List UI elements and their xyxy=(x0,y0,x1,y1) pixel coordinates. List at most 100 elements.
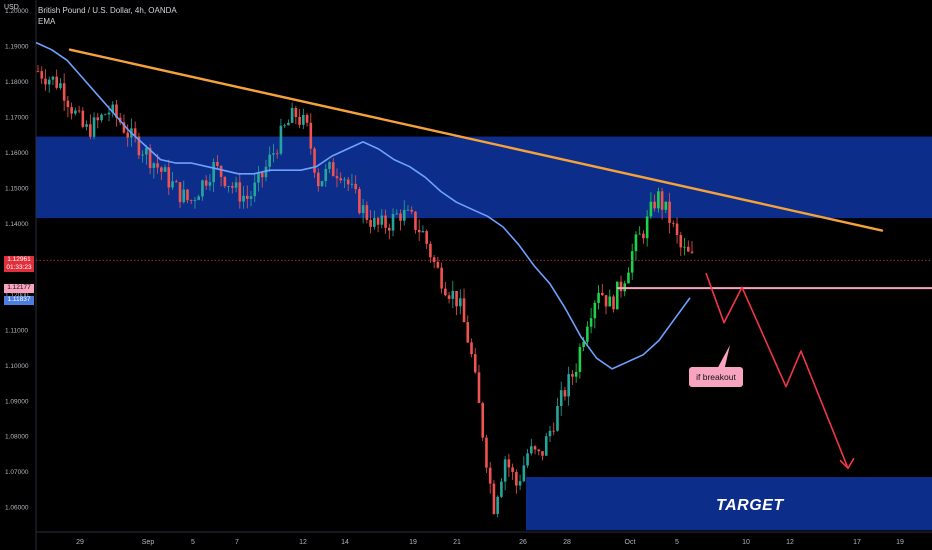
candle xyxy=(376,216,380,233)
price-tick-label: 1.17000 xyxy=(5,115,29,122)
time-tick-label: 10 xyxy=(742,539,750,546)
candle xyxy=(361,198,365,224)
candle-body xyxy=(272,153,275,155)
candle xyxy=(406,205,410,211)
candle-body xyxy=(466,322,470,343)
candle xyxy=(679,231,683,257)
candle-body xyxy=(96,117,100,121)
candle-body xyxy=(645,216,649,239)
price-tick-label: 1.14000 xyxy=(5,221,29,228)
candle-body xyxy=(627,272,630,284)
descending-trendline[interactable] xyxy=(68,48,884,232)
last-price-badge: 1.12961 01:33:23 xyxy=(4,256,34,273)
candle-body xyxy=(384,215,387,228)
candle-body xyxy=(455,291,458,307)
candle xyxy=(526,448,529,468)
candle-body xyxy=(335,176,339,179)
candle-body xyxy=(429,243,432,258)
candle xyxy=(496,495,499,518)
bar-countdown: 01:33:23 xyxy=(6,264,32,272)
candle-body xyxy=(642,233,645,239)
candle-body xyxy=(511,467,514,473)
candle xyxy=(645,210,649,247)
candle xyxy=(559,381,563,416)
candle-body xyxy=(133,128,137,137)
projection-path[interactable] xyxy=(705,272,849,469)
price-tick-label: 1.12000 xyxy=(5,292,29,299)
candle-body xyxy=(548,430,552,437)
candle-body xyxy=(331,162,335,177)
candle-body xyxy=(604,295,608,307)
candle-body xyxy=(447,295,451,299)
candle xyxy=(675,217,679,244)
candle-body xyxy=(268,154,272,167)
time-tick-label: 5 xyxy=(675,539,679,546)
candle xyxy=(245,185,249,209)
candle-body xyxy=(601,292,604,296)
candle xyxy=(227,185,230,193)
candle xyxy=(425,229,428,249)
candles-layer xyxy=(36,64,694,518)
candle-body xyxy=(36,70,40,72)
candle-body xyxy=(103,114,107,116)
candle-body xyxy=(111,104,115,113)
ema-price-badge: 1.11837 xyxy=(4,295,34,305)
candle-body xyxy=(257,172,260,183)
candle-body xyxy=(197,196,200,201)
candle xyxy=(537,448,541,456)
candle xyxy=(70,102,73,120)
price-tick-label: 1.15000 xyxy=(5,185,29,192)
candle xyxy=(160,166,163,181)
candle xyxy=(260,171,264,188)
candle xyxy=(328,161,331,174)
price-axis[interactable]: 1.20000 1.19000 1.18000 1.17000 1.16000 1.150… xyxy=(5,0,37,550)
candle-body xyxy=(66,100,70,108)
candle-body xyxy=(298,116,301,125)
price-tick-label: 1.10000 xyxy=(5,363,29,370)
candle-body xyxy=(141,154,144,156)
price-tick-label: 1.08000 xyxy=(5,434,29,441)
candle-body xyxy=(126,132,129,138)
candle-body xyxy=(507,459,511,468)
candle-body xyxy=(44,78,47,85)
candle-body xyxy=(571,374,574,377)
candle-body xyxy=(320,181,324,187)
candle xyxy=(481,401,485,442)
candle xyxy=(182,180,186,204)
candle xyxy=(346,177,350,191)
candle-body xyxy=(227,186,230,187)
candle xyxy=(249,190,253,207)
candle xyxy=(358,186,361,215)
candle-body xyxy=(380,215,384,225)
candle-body xyxy=(339,178,343,181)
candle-body xyxy=(137,136,141,156)
time-tick-label: 21 xyxy=(453,539,461,546)
candle xyxy=(174,179,178,183)
candle-body xyxy=(290,107,294,123)
candle-body xyxy=(219,165,223,177)
target-label: TARGET xyxy=(716,497,784,514)
chart-legend: British Pound / U.S. Dollar, 4h, OANDA E… xyxy=(38,5,177,27)
candle-body xyxy=(174,181,178,183)
time-axis[interactable]: 29 Sep 5 7 12 14 19 21 26 28 Oct 5 10 12 17 19 xyxy=(36,531,932,546)
candle xyxy=(387,223,391,240)
candle-body xyxy=(492,483,496,514)
last-price-value: 1.12961 xyxy=(7,256,31,264)
candle-body xyxy=(81,110,85,127)
candle-body xyxy=(163,167,167,172)
candle xyxy=(324,164,328,187)
candle xyxy=(429,241,432,263)
indicator-label[interactable]: EMA xyxy=(38,17,56,26)
candle-body xyxy=(107,112,111,115)
candle-body xyxy=(212,162,215,183)
candle xyxy=(593,300,597,329)
candle-body xyxy=(85,124,88,127)
candle xyxy=(541,451,544,461)
candle-body xyxy=(470,342,473,355)
candle-body xyxy=(122,122,126,133)
candle xyxy=(589,307,593,334)
candle-body xyxy=(436,261,440,268)
candle-body xyxy=(473,354,477,373)
candle-body xyxy=(458,298,462,307)
